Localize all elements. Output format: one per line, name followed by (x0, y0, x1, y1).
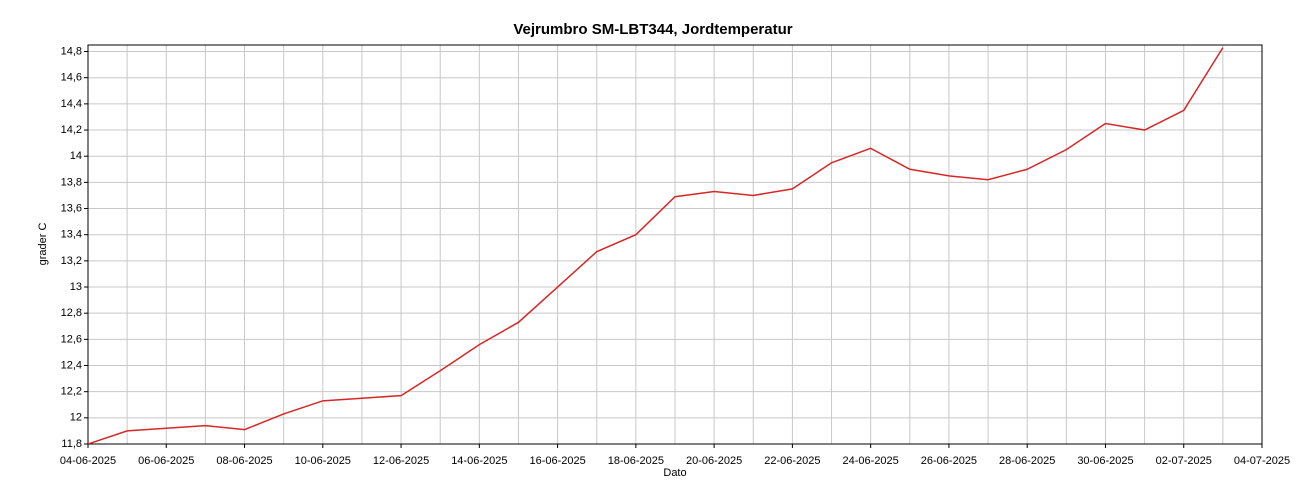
x-axis-label: Dato (663, 467, 686, 479)
x-tick-label: 04-07-2025 (1234, 455, 1290, 467)
x-tick-label: 30-06-2025 (1077, 455, 1133, 467)
y-tick-label: 14,8 (61, 45, 82, 57)
x-tick-label: 14-06-2025 (451, 455, 507, 467)
x-tick-label: 24-06-2025 (843, 455, 899, 467)
chart-title: Vejrumbro SM-LBT344, Jordtemperatur (513, 21, 792, 38)
y-tick-label: 12,4 (61, 359, 82, 371)
y-tick-label: 13,6 (61, 202, 82, 214)
y-tick-label: 14,4 (61, 98, 82, 110)
plot-frame (87, 44, 1263, 445)
x-tick-label: 20-06-2025 (686, 455, 742, 467)
y-tick-label: 12 (70, 412, 82, 424)
y-tick-label: 13 (70, 281, 82, 293)
x-tick-label: 12-06-2025 (373, 455, 429, 467)
x-tick-label: 26-06-2025 (921, 455, 977, 467)
y-tick-label: 12,8 (61, 307, 82, 319)
x-tick-label: 28-06-2025 (999, 455, 1055, 467)
y-tick-label: 14,2 (61, 124, 82, 136)
line-series (88, 47, 1224, 444)
x-tick-label: 16-06-2025 (529, 455, 585, 467)
y-tick-label: 14,6 (61, 72, 82, 84)
y-axis-label: grader C (37, 223, 49, 266)
x-tick-label: 06-06-2025 (138, 455, 194, 467)
x-tick-label: 18-06-2025 (608, 455, 664, 467)
x-tick-label: 10-06-2025 (295, 455, 351, 467)
y-tick-label: 11,8 (61, 438, 82, 450)
y-tick-label: 13,4 (61, 229, 82, 241)
x-tick-label: 22-06-2025 (764, 455, 820, 467)
x-tick-label: 02-07-2025 (1156, 455, 1212, 467)
y-tick-label: 12,2 (61, 386, 82, 398)
x-tick-label: 04-06-2025 (60, 455, 116, 467)
y-tick-label: 14 (70, 150, 82, 162)
y-tick-label: 12,6 (61, 333, 82, 345)
x-tick-label: 08-06-2025 (216, 455, 272, 467)
y-tick-label: 13,2 (61, 255, 82, 267)
y-tick-label: 13,8 (61, 176, 82, 188)
